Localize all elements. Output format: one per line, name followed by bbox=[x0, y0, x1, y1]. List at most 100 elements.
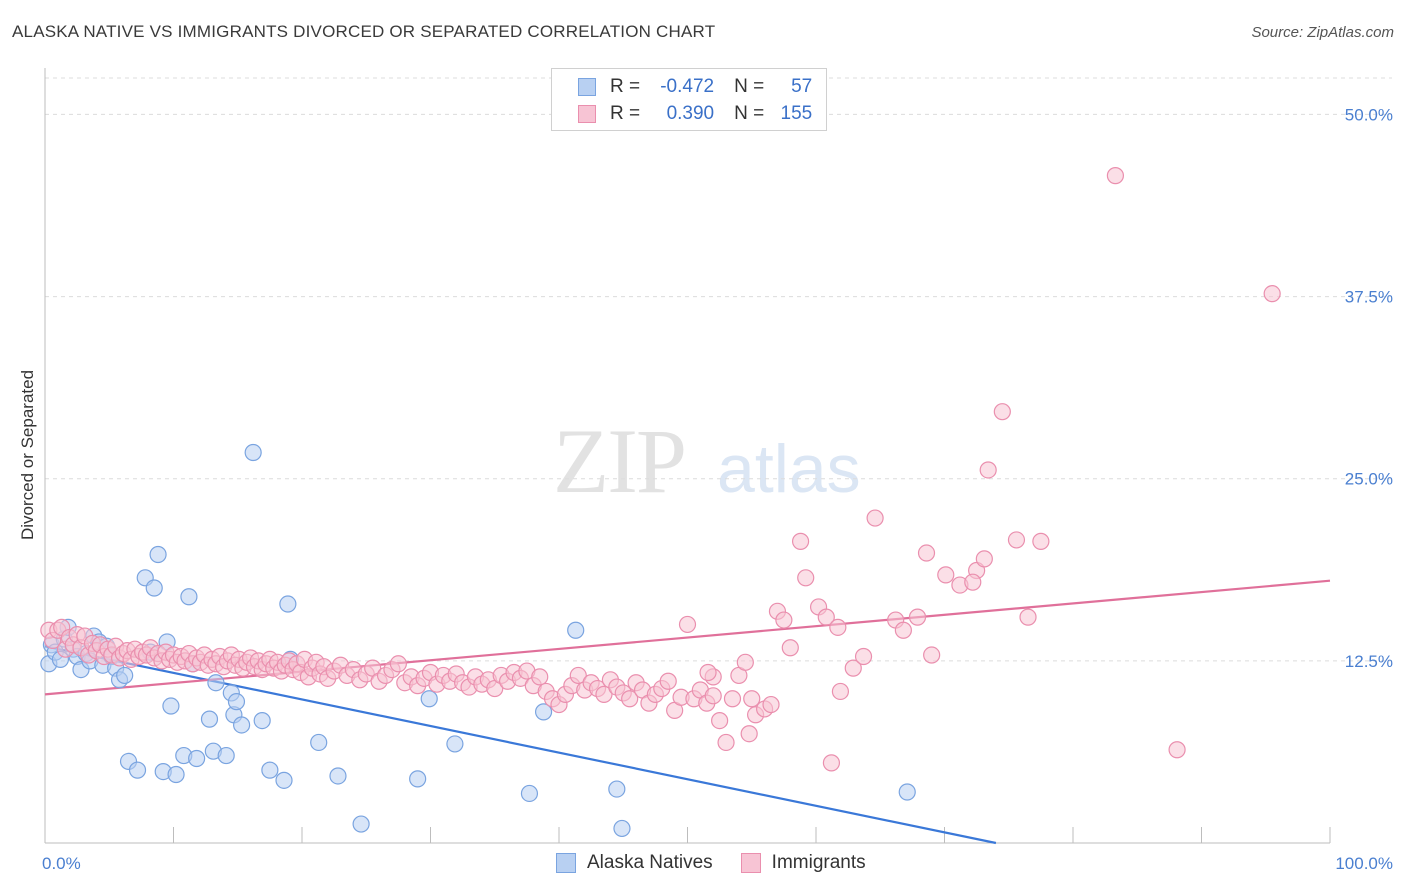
data-point bbox=[964, 573, 982, 591]
data-point bbox=[446, 735, 464, 753]
data-point bbox=[409, 770, 427, 788]
data-point bbox=[608, 780, 626, 798]
data-point bbox=[743, 690, 761, 708]
x-tick-label: 100.0% bbox=[1335, 854, 1393, 873]
data-point bbox=[937, 566, 955, 584]
data-point bbox=[207, 674, 225, 692]
data-point bbox=[217, 746, 235, 765]
data-point bbox=[180, 588, 198, 606]
r-value: -0.472 bbox=[660, 76, 715, 97]
data-point bbox=[993, 403, 1011, 421]
data-point bbox=[1007, 531, 1026, 549]
y-tick-label: 37.5% bbox=[1345, 288, 1393, 307]
legend-row-immigrants: R = 0.390 N = 155 bbox=[578, 102, 812, 126]
data-point bbox=[717, 733, 735, 752]
chart-title: ALASKA NATIVE VS IMMIGRANTS DIVORCED OR … bbox=[12, 22, 716, 41]
data-point bbox=[310, 733, 328, 752]
data-point bbox=[227, 693, 246, 711]
data-point bbox=[420, 690, 438, 708]
data-point bbox=[149, 545, 167, 564]
series-alaska-natives bbox=[40, 443, 916, 838]
n-value: 155 bbox=[780, 103, 813, 124]
legend-swatch-alaska bbox=[556, 853, 576, 873]
legend-swatch-alaska bbox=[578, 78, 596, 96]
data-point bbox=[723, 690, 742, 708]
data-point bbox=[520, 784, 539, 803]
r-value: 0.390 bbox=[666, 103, 715, 124]
r-label: R = bbox=[610, 103, 641, 124]
trend-line-alaska-natives bbox=[44, 645, 997, 845]
data-point bbox=[352, 815, 370, 833]
data-point bbox=[145, 579, 163, 597]
data-point bbox=[704, 687, 722, 705]
data-point bbox=[829, 618, 847, 636]
trend-line-immigrants bbox=[44, 579, 1331, 696]
data-point bbox=[678, 615, 697, 634]
r-label: R = bbox=[610, 76, 641, 97]
data-point bbox=[1019, 608, 1037, 626]
legend-row-alaska: R = -0.472 N = 57 bbox=[578, 75, 812, 99]
data-point bbox=[781, 639, 799, 657]
data-point bbox=[866, 509, 884, 527]
data-point bbox=[329, 767, 347, 785]
data-point bbox=[1168, 741, 1186, 759]
legend-label: Alaska Natives bbox=[587, 852, 713, 873]
correlation-legend: R = -0.472 N = 57 R = 0.390 N = 155 bbox=[551, 68, 827, 131]
data-point bbox=[894, 621, 912, 639]
data-point bbox=[822, 754, 841, 772]
data-point bbox=[233, 716, 251, 734]
data-point bbox=[775, 611, 793, 629]
data-point bbox=[908, 608, 927, 626]
data-point bbox=[534, 703, 553, 721]
data-point bbox=[275, 771, 293, 789]
data-point bbox=[831, 682, 850, 701]
n-value: 57 bbox=[791, 76, 813, 97]
data-point bbox=[791, 532, 810, 550]
data-point bbox=[740, 725, 758, 743]
data-point bbox=[762, 695, 780, 714]
data-point bbox=[531, 668, 549, 686]
y-tick-label: 12.5% bbox=[1345, 652, 1393, 671]
tick-labels: 12.5% 25.0% 37.5% 50.0% 0.0% 100.0% bbox=[42, 105, 1393, 873]
data-point bbox=[162, 697, 180, 715]
data-point bbox=[188, 749, 206, 768]
data-point bbox=[1263, 285, 1281, 303]
data-point bbox=[979, 461, 997, 479]
data-point bbox=[279, 595, 297, 613]
data-point bbox=[595, 685, 613, 703]
data-point bbox=[844, 659, 862, 677]
data-point bbox=[917, 544, 936, 562]
series-immigrants bbox=[40, 167, 1281, 772]
series-legend: Alaska Natives Immigrants bbox=[556, 852, 894, 874]
legend-label: Immigrants bbox=[771, 852, 866, 873]
data-point bbox=[116, 666, 134, 685]
y-tick-label: 25.0% bbox=[1345, 470, 1393, 489]
data-point bbox=[975, 550, 993, 568]
data-point bbox=[1032, 532, 1050, 550]
n-label: N = bbox=[734, 76, 765, 97]
data-point bbox=[128, 761, 147, 779]
legend-swatch-immigrants bbox=[740, 853, 761, 873]
legend-item-alaska-natives[interactable]: Alaska Natives bbox=[556, 852, 713, 874]
data-point bbox=[797, 569, 815, 587]
data-point bbox=[898, 783, 916, 801]
data-point bbox=[253, 711, 271, 730]
data-point bbox=[613, 819, 631, 838]
legend-swatch-immigrants bbox=[578, 105, 596, 123]
n-label: N = bbox=[734, 103, 765, 124]
y-tick-label: 50.0% bbox=[1345, 105, 1393, 124]
legend-item-immigrants[interactable]: Immigrants bbox=[740, 852, 866, 874]
data-point bbox=[167, 765, 185, 784]
data-point bbox=[621, 690, 639, 708]
data-point bbox=[389, 655, 407, 673]
data-point bbox=[569, 666, 587, 685]
axes bbox=[44, 68, 1331, 844]
data-point bbox=[1106, 167, 1125, 185]
grid-lines bbox=[45, 77, 1392, 662]
data-point bbox=[567, 621, 585, 639]
source-credit: Source: ZipAtlas.com bbox=[1251, 24, 1394, 41]
data-point bbox=[817, 608, 835, 626]
data-point bbox=[261, 761, 279, 779]
data-point bbox=[200, 710, 219, 728]
